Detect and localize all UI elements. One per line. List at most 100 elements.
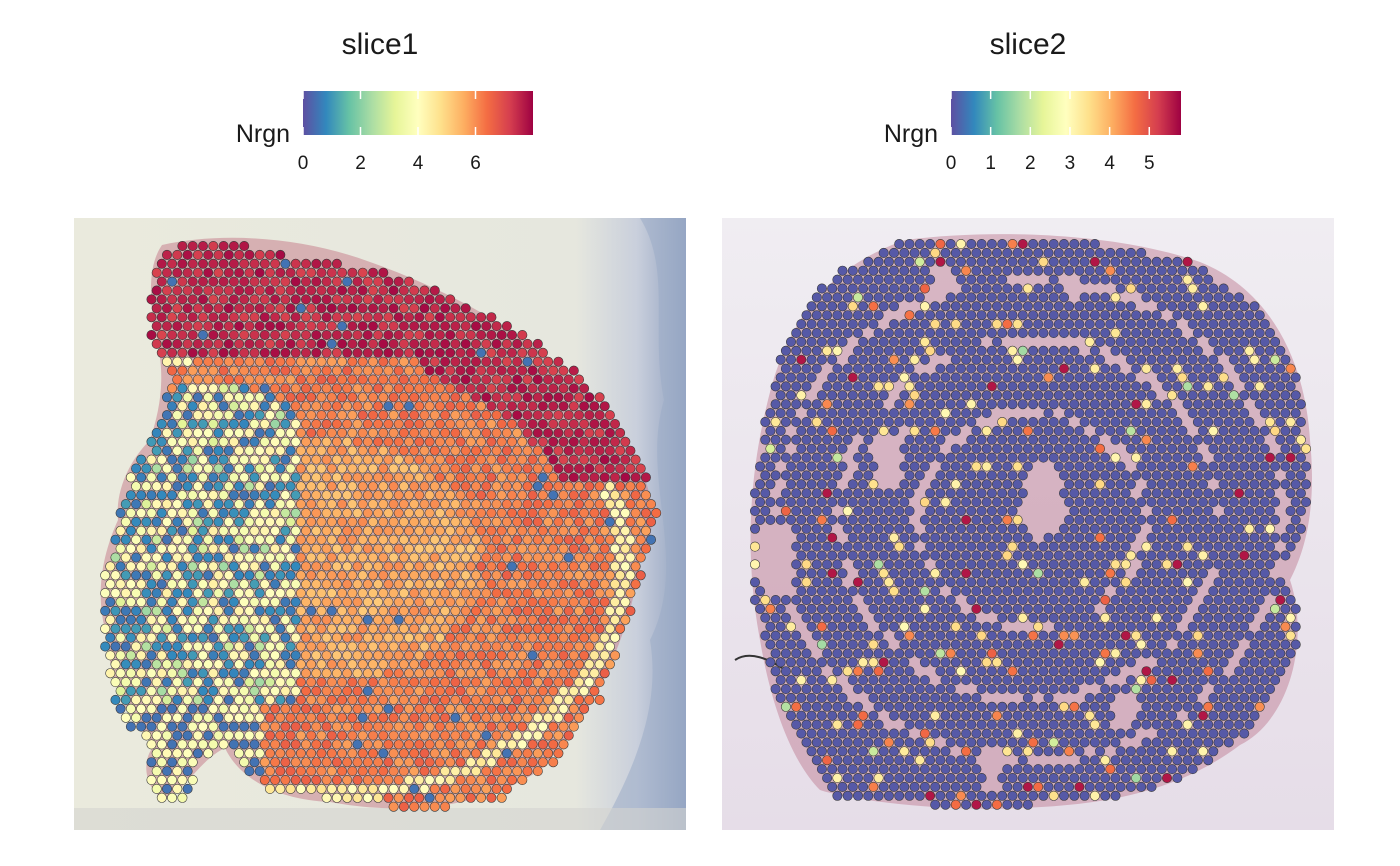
spot (873, 363, 884, 374)
spot (935, 256, 946, 267)
spot (367, 694, 378, 705)
spot (146, 757, 157, 768)
spot (966, 488, 977, 499)
spot (450, 552, 461, 563)
spot (146, 703, 157, 714)
spot (1172, 470, 1183, 481)
spot (429, 623, 440, 634)
spot (878, 301, 889, 312)
spot (172, 410, 183, 421)
spot (1089, 577, 1100, 588)
spot (362, 418, 373, 429)
spot (125, 632, 136, 643)
spot (1064, 265, 1075, 276)
spot (378, 766, 389, 777)
spot (1254, 488, 1265, 499)
spot (290, 774, 301, 785)
spot (568, 543, 579, 554)
spot (842, 630, 853, 641)
spot (388, 605, 399, 616)
spot (192, 694, 203, 705)
spot (460, 605, 471, 616)
spot (398, 623, 409, 634)
spot (1059, 416, 1070, 427)
spot (1043, 301, 1054, 312)
spot (1028, 239, 1039, 250)
spot (1141, 594, 1152, 605)
spot (403, 721, 414, 732)
spot (517, 757, 528, 768)
spot (553, 712, 564, 723)
spot (223, 552, 234, 563)
spot (1285, 594, 1296, 605)
spot (904, 327, 915, 338)
spot (285, 410, 296, 421)
spot (1172, 434, 1183, 445)
spot (218, 721, 229, 732)
spot (1017, 559, 1028, 570)
spot (270, 258, 281, 269)
spot (888, 497, 899, 508)
spot (1095, 497, 1106, 508)
spot (223, 499, 234, 510)
spot (367, 570, 378, 581)
spot (501, 570, 512, 581)
spot (1156, 372, 1167, 383)
spot (208, 668, 219, 679)
spot (589, 525, 600, 536)
spot (1141, 559, 1152, 570)
spot (1218, 621, 1229, 632)
spot (1100, 310, 1111, 321)
spot (1125, 621, 1136, 632)
spot (1038, 292, 1049, 303)
spot (971, 319, 982, 330)
spot (852, 416, 863, 427)
spot (1198, 265, 1209, 276)
spot (285, 445, 296, 456)
spot (770, 594, 781, 605)
spot (863, 292, 874, 303)
spot (151, 267, 162, 278)
spot (414, 757, 425, 768)
spot (1275, 345, 1286, 356)
spot (347, 677, 358, 688)
spot (213, 445, 224, 456)
spot (424, 703, 435, 714)
spot (501, 445, 512, 456)
spot (414, 472, 425, 483)
spot (868, 692, 879, 703)
spot (172, 321, 183, 332)
spot (434, 703, 445, 714)
spot (383, 757, 394, 768)
spot (1239, 461, 1250, 472)
spot (198, 383, 209, 394)
spot (450, 730, 461, 741)
spot (198, 472, 209, 483)
spot (543, 659, 554, 670)
spot (208, 490, 219, 501)
spot (1156, 603, 1167, 614)
spot (1120, 256, 1131, 267)
spot (522, 570, 533, 581)
spot (460, 303, 471, 314)
spot (1120, 612, 1131, 623)
spot (254, 748, 265, 759)
spot (440, 445, 451, 456)
spot (362, 757, 373, 768)
spot (1249, 354, 1260, 365)
spot (270, 596, 281, 607)
spot (584, 694, 595, 705)
spot (1162, 648, 1173, 659)
spot (223, 659, 234, 670)
spot (532, 392, 543, 403)
spot (878, 425, 889, 436)
spot (347, 499, 358, 510)
spot (393, 792, 404, 803)
spot (780, 363, 791, 374)
spot (398, 677, 409, 688)
spot (1089, 416, 1100, 427)
spot (1069, 612, 1080, 623)
spot (919, 247, 930, 258)
spot (434, 312, 445, 323)
spot (512, 623, 523, 634)
